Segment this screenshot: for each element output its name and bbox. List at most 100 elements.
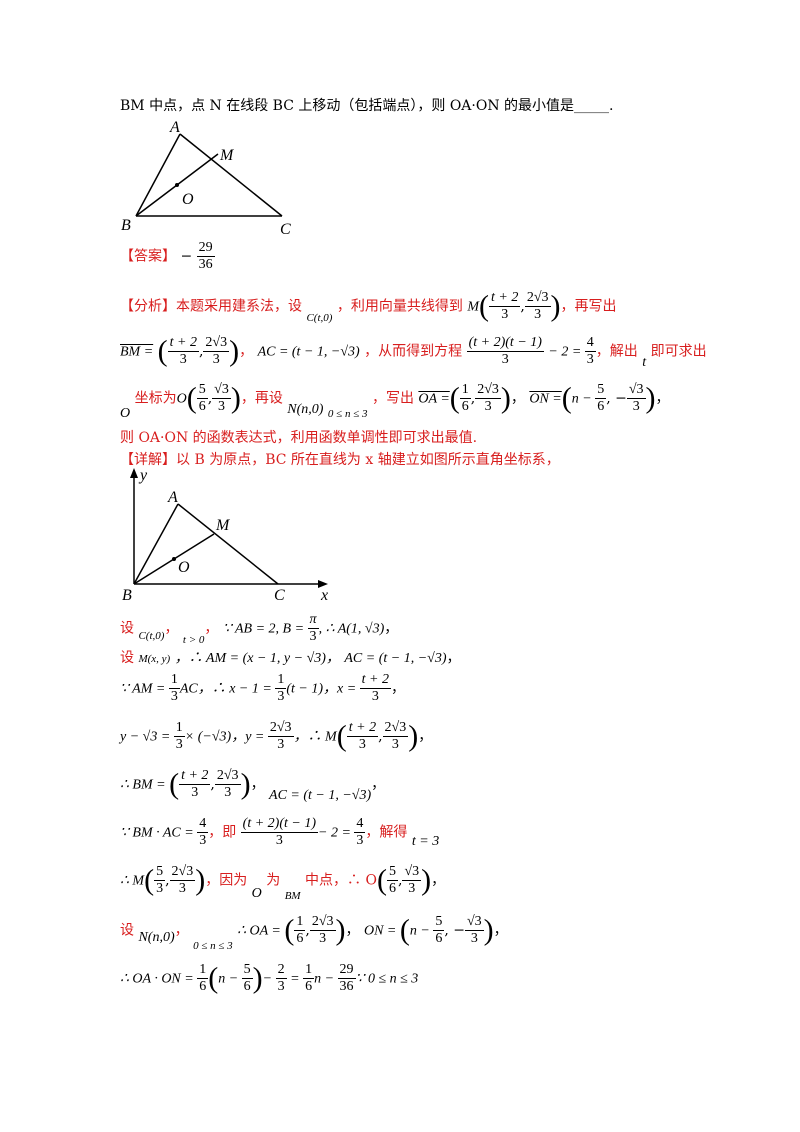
- step-text: ，即: [208, 824, 237, 841]
- figure-triangle-2: y A M O B C x: [122, 467, 328, 604]
- label-a: A: [167, 489, 178, 506]
- detail-text: 以 B 为原点，BC 所在直线为 x 轴建立如图所示直角坐标系，: [176, 452, 560, 468]
- answer-num: 29: [196, 240, 215, 257]
- step-text: ，y =: [231, 729, 268, 745]
- label-o: O: [182, 191, 194, 208]
- point-o: [172, 557, 176, 561]
- analysis-text: ，再写出: [560, 298, 617, 315]
- label-x: x: [320, 587, 328, 604]
- step-text: − 2 =: [318, 825, 355, 841]
- vec-on: ON =: [529, 391, 562, 407]
- step-7: ∴ M(5 3, 2√3 3)，因为 O 为 BM 中点，∴ O(5 6, √3 3)，: [120, 863, 446, 902]
- label-m: M: [215, 517, 231, 534]
- detail-label: 【详解】: [120, 452, 176, 468]
- n-point: N(n,0): [138, 929, 175, 945]
- c-point: C(t,0): [138, 629, 165, 642]
- bm-label: BM: [284, 889, 301, 902]
- side-ac: [179, 133, 283, 217]
- label-y: y: [138, 467, 148, 484]
- answer-label: 【答案】: [120, 248, 176, 265]
- analysis-text: ，解出: [595, 343, 638, 360]
- step-text: 设: [120, 922, 134, 939]
- step-text: ，∴ x − 1 =: [197, 681, 276, 697]
- analysis-text: 本题采用建系法，设: [176, 298, 302, 315]
- label-b: B: [121, 217, 131, 234]
- label-c: C: [274, 587, 285, 604]
- label-m: M: [219, 147, 235, 164]
- analysis-line-2: BM = (t + 2 3, 2√3 3)， AC = (t − 1, −√3) ，从…: [120, 334, 707, 370]
- vec-ac: AC = (t − 1, −√3): [344, 651, 447, 666]
- answer-sign: −: [180, 248, 193, 265]
- step-text: ，解得: [365, 824, 408, 841]
- m-point: M(x, y): [138, 653, 171, 665]
- n-range: 0 ≤ n ≤ 3: [193, 939, 233, 952]
- step-text: 为: [266, 872, 281, 889]
- o-label: O: [251, 885, 262, 901]
- answer-line: 【答案】 − 29 36: [120, 240, 215, 273]
- point-o: [175, 183, 179, 187]
- side-ab: [133, 503, 179, 585]
- x-axis-arrow: [318, 580, 328, 588]
- step-3: ∵ AM = 1 3 AC，∴ x − 1 = 1 3 (t − 1)，x = t + …: [120, 672, 406, 704]
- label-a: A: [169, 119, 180, 136]
- vec-ac: AC = (t − 1, −√3): [269, 787, 372, 803]
- step-8: 设 N(n,0)， 0 ≤ n ≤ 3 ∴ OA = (1 6, 2√3 3)， ON…: [120, 913, 508, 952]
- analysis-label: 【分析】: [120, 298, 176, 315]
- step-text: 设: [120, 620, 134, 637]
- step-text: =: [286, 971, 304, 987]
- y-axis-arrow: [130, 468, 138, 478]
- side-ab: [135, 133, 181, 217]
- n-point: N(n,0): [287, 401, 324, 417]
- step-text: ，因为: [205, 872, 248, 889]
- analysis-text: 即可求出: [650, 343, 707, 360]
- step-text: ∵ AM =: [120, 681, 169, 697]
- o-label: O: [176, 391, 187, 407]
- step-text: (t − 1): [286, 681, 323, 697]
- step-text: ∵ 0 ≤ n ≤ 3: [355, 971, 419, 987]
- label-b: B: [122, 587, 132, 604]
- analysis-text: ，: [239, 343, 254, 360]
- step-text: 设: [120, 650, 134, 666]
- analysis-text: ，利用向量共线得到: [336, 298, 463, 315]
- analysis-text: ，从而得到方程: [364, 343, 463, 360]
- label-c: C: [280, 221, 291, 238]
- analysis-text: − 2 =: [548, 344, 585, 360]
- answer-den: 36: [198, 257, 213, 272]
- analysis-text: 坐标为: [134, 390, 177, 407]
- step-text: ∵ AB = 2, B =: [222, 621, 308, 637]
- step-text: −: [262, 971, 276, 987]
- step-5: ∴ BM = (t + 2 3, 2√3 3)， AC = (t − 1, −√3)，: [120, 767, 386, 803]
- m-label: M: [467, 299, 480, 315]
- step-text: ∴ M: [120, 873, 145, 889]
- step-text: ，∴ AM = (x − 1, y − √3)，: [174, 651, 340, 666]
- vec-on: ON =: [363, 923, 400, 939]
- analysis-text: ，再设: [240, 390, 283, 407]
- n-range: 0 ≤ n ≤ 3: [327, 407, 368, 420]
- step-text: ，∴ M: [293, 729, 337, 745]
- vec-oa: OA =: [418, 391, 450, 407]
- step-2: 设 M(x, y) ，∴ AM = (x − 1, y − √3)， AC = …: [120, 650, 461, 666]
- step-text: 中点，∴ O: [305, 872, 377, 889]
- step-text: ∴ BM =: [120, 777, 170, 793]
- analysis-text: ，写出: [371, 390, 414, 407]
- analysis-line-4: 则 OA·ON 的函数表达式，利用函数单调性即可求出最值.: [120, 430, 478, 446]
- label-o: O: [178, 559, 190, 576]
- vec-oa: ∴ OA =: [237, 923, 285, 939]
- step-text: ∴ OA · ON =: [120, 971, 198, 987]
- analysis-line-3: O 坐标为O(5 6, √3 3)，再设 N(n,0) 0 ≤ n ≤ 3 ，写出 O…: [120, 381, 670, 421]
- t-value: t = 3: [411, 833, 440, 849]
- vec-ac: AC = (t − 1, −√3): [257, 344, 360, 360]
- step-text: AC: [179, 681, 198, 697]
- question-line: BM 中点，点 N 在线段 BC 上移动（包括端点），则 OA·ON 的最小值是…: [120, 98, 614, 114]
- step-text: , ∴ A(1, √3): [318, 621, 385, 637]
- step-text: y − √3 =: [120, 729, 174, 745]
- detail-line: 【详解】以 B 为原点，BC 所在直线为 x 轴建立如图所示直角坐标系，: [120, 450, 560, 470]
- vec-bm: BM =: [120, 344, 154, 360]
- c-point: C(t,0): [306, 311, 333, 324]
- step-text: ∵ BM · AC =: [120, 825, 198, 841]
- o-label: O: [120, 405, 131, 421]
